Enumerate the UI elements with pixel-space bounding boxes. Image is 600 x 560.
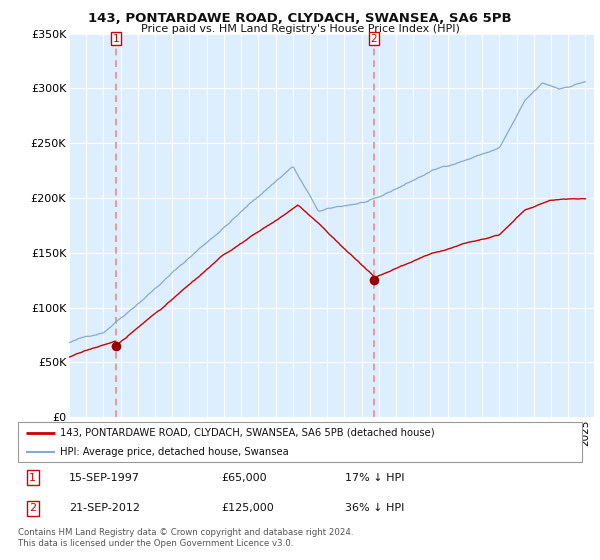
Text: 143, PONTARDAWE ROAD, CLYDACH, SWANSEA, SA6 5PB: 143, PONTARDAWE ROAD, CLYDACH, SWANSEA, …: [88, 12, 512, 25]
Text: 1: 1: [113, 34, 119, 44]
Text: 2: 2: [371, 34, 377, 44]
Text: 143, PONTARDAWE ROAD, CLYDACH, SWANSEA, SA6 5PB (detached house): 143, PONTARDAWE ROAD, CLYDACH, SWANSEA, …: [60, 428, 435, 438]
Text: 15-SEP-1997: 15-SEP-1997: [69, 473, 140, 483]
Text: 1: 1: [29, 473, 36, 483]
Text: £65,000: £65,000: [221, 473, 266, 483]
Text: 17% ↓ HPI: 17% ↓ HPI: [345, 473, 404, 483]
Text: 36% ↓ HPI: 36% ↓ HPI: [345, 503, 404, 514]
Text: HPI: Average price, detached house, Swansea: HPI: Average price, detached house, Swan…: [60, 446, 289, 456]
Text: Contains HM Land Registry data © Crown copyright and database right 2024.
This d: Contains HM Land Registry data © Crown c…: [18, 528, 353, 548]
Text: Price paid vs. HM Land Registry's House Price Index (HPI): Price paid vs. HM Land Registry's House …: [140, 24, 460, 34]
Text: 2: 2: [29, 503, 37, 514]
Text: 21-SEP-2012: 21-SEP-2012: [69, 503, 140, 514]
Text: £125,000: £125,000: [221, 503, 274, 514]
